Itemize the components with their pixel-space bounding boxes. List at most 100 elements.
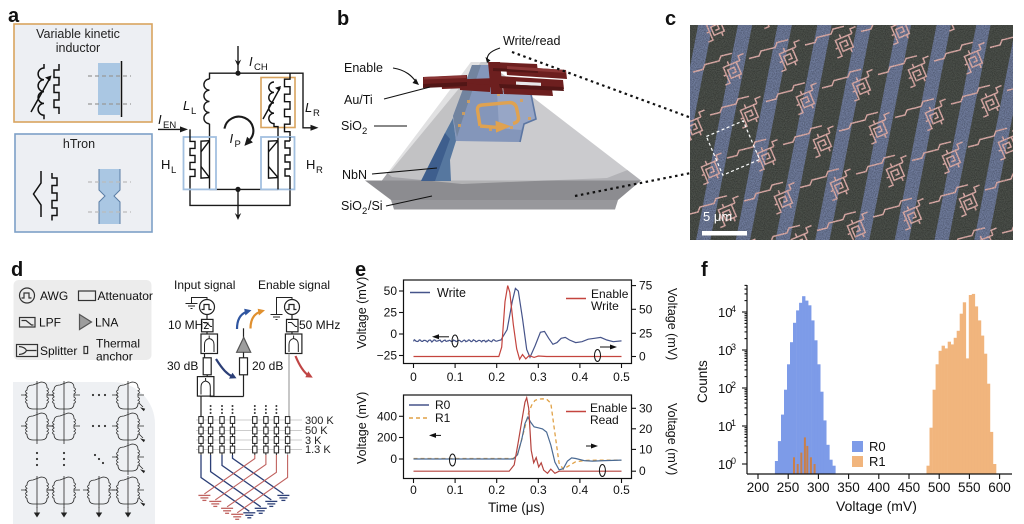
svg-text:Write: Write xyxy=(591,299,619,313)
svg-text:50: 50 xyxy=(639,302,653,316)
svg-text:300 K: 300 K xyxy=(305,415,334,427)
svg-text:anchor: anchor xyxy=(96,350,133,364)
svg-text:L: L xyxy=(183,98,190,113)
svg-text:0.4: 0.4 xyxy=(572,370,589,384)
svg-text:1: 1 xyxy=(731,418,736,428)
svg-text:−25: −25 xyxy=(377,349,398,363)
svg-text:H: H xyxy=(161,157,170,172)
svg-text:10: 10 xyxy=(718,305,732,320)
svg-text:0.4: 0.4 xyxy=(572,483,589,497)
svg-text:R0: R0 xyxy=(435,398,451,412)
svg-text:hTron: hTron xyxy=(63,137,95,151)
svg-text:350: 350 xyxy=(837,480,860,495)
svg-text:400: 400 xyxy=(867,480,890,495)
svg-text:25: 25 xyxy=(639,326,653,340)
svg-text:Voltage (mV): Voltage (mV) xyxy=(355,277,369,349)
svg-text:4: 4 xyxy=(731,304,736,314)
svg-text:Read: Read xyxy=(590,413,619,427)
svg-text:R0: R0 xyxy=(869,439,886,454)
svg-text:LNA: LNA xyxy=(95,316,118,330)
svg-text:200: 200 xyxy=(377,431,397,445)
svg-text:Write/read: Write/read xyxy=(503,34,560,48)
svg-text:20: 20 xyxy=(639,422,653,436)
svg-text:Counts: Counts xyxy=(695,360,710,403)
svg-text:R: R xyxy=(313,108,320,119)
svg-text:0.5: 0.5 xyxy=(613,483,630,497)
svg-text:Enable: Enable xyxy=(591,287,629,301)
svg-text:0: 0 xyxy=(390,327,397,341)
svg-text:250: 250 xyxy=(777,480,800,495)
svg-text:Variable kinetic: Variable kinetic xyxy=(36,27,120,41)
svg-text:75: 75 xyxy=(639,279,653,293)
svg-text:20 dB: 20 dB xyxy=(252,359,283,373)
svg-text:25: 25 xyxy=(384,306,398,320)
svg-text:10: 10 xyxy=(718,381,732,396)
svg-text:1.3 K: 1.3 K xyxy=(305,444,331,456)
svg-text:2: 2 xyxy=(362,126,367,137)
svg-text:0: 0 xyxy=(410,370,417,384)
svg-text:50: 50 xyxy=(384,284,398,298)
svg-text:H: H xyxy=(306,157,315,172)
svg-text:L: L xyxy=(171,165,176,176)
svg-text:450: 450 xyxy=(898,480,921,495)
svg-text:Enable signal: Enable signal xyxy=(258,278,330,292)
svg-text:L: L xyxy=(191,106,196,117)
svg-text:Voltage (mV): Voltage (mV) xyxy=(665,403,679,475)
svg-text:0: 0 xyxy=(410,483,417,497)
svg-text:Attenuator: Attenuator xyxy=(98,289,153,303)
svg-text:200: 200 xyxy=(747,480,770,495)
svg-text:30 dB: 30 dB xyxy=(167,359,198,373)
svg-text:2: 2 xyxy=(731,380,736,390)
svg-text:0.3: 0.3 xyxy=(530,370,547,384)
svg-text:inductor: inductor xyxy=(56,41,100,55)
svg-text:0.1: 0.1 xyxy=(447,370,464,384)
svg-text:550: 550 xyxy=(958,480,981,495)
svg-text:Thermal: Thermal xyxy=(96,337,140,351)
svg-text:10 MHz: 10 MHz xyxy=(168,318,209,332)
svg-text:SiO: SiO xyxy=(341,199,362,213)
svg-text:Write: Write xyxy=(437,286,466,300)
svg-text:0.3: 0.3 xyxy=(530,483,547,497)
svg-text:R: R xyxy=(316,165,323,176)
svg-text:I: I xyxy=(230,131,234,146)
svg-text:0: 0 xyxy=(731,456,736,466)
svg-text:R1: R1 xyxy=(435,411,451,425)
svg-text:I: I xyxy=(158,112,162,127)
svg-text:Splitter: Splitter xyxy=(40,344,77,358)
svg-text:10: 10 xyxy=(718,419,732,434)
svg-text:10: 10 xyxy=(718,343,732,358)
svg-text:/Si: /Si xyxy=(368,199,383,213)
svg-text:600: 600 xyxy=(988,480,1011,495)
svg-text:EN: EN xyxy=(163,120,176,131)
svg-text:Voltage (mV): Voltage (mV) xyxy=(665,288,679,360)
svg-text:I: I xyxy=(249,54,253,69)
svg-text:0.2: 0.2 xyxy=(488,483,505,497)
svg-text:L: L xyxy=(305,100,312,115)
svg-text:Input signal: Input signal xyxy=(174,278,235,292)
svg-text:NbN: NbN xyxy=(342,168,367,182)
svg-text:Voltage (mV): Voltage (mV) xyxy=(355,392,369,464)
svg-text:Voltage (mV): Voltage (mV) xyxy=(836,498,917,514)
svg-text:30: 30 xyxy=(639,401,653,415)
svg-text:0: 0 xyxy=(639,350,646,364)
svg-text:50 MHz: 50 MHz xyxy=(299,318,340,332)
svg-text:10: 10 xyxy=(639,442,653,456)
svg-text:0.2: 0.2 xyxy=(488,370,505,384)
svg-text:500: 500 xyxy=(928,480,951,495)
svg-text:400: 400 xyxy=(377,409,397,423)
svg-text:Time (μs): Time (μs) xyxy=(488,500,545,515)
svg-text:5 μm: 5 μm xyxy=(703,209,732,224)
svg-text:0.1: 0.1 xyxy=(447,483,464,497)
svg-text:2: 2 xyxy=(362,206,367,217)
svg-text:0: 0 xyxy=(390,452,397,466)
svg-text:0: 0 xyxy=(639,464,646,478)
svg-text:3 K: 3 K xyxy=(305,435,322,447)
svg-text:300: 300 xyxy=(807,480,830,495)
svg-text:R1: R1 xyxy=(869,454,886,469)
svg-text:Au/Ti: Au/Ti xyxy=(344,93,373,107)
svg-text:0.5: 0.5 xyxy=(613,370,630,384)
svg-text:LPF: LPF xyxy=(39,316,61,330)
svg-text:Enable: Enable xyxy=(590,401,628,415)
svg-text:50 K: 50 K xyxy=(305,425,328,437)
svg-text:10: 10 xyxy=(718,457,732,472)
